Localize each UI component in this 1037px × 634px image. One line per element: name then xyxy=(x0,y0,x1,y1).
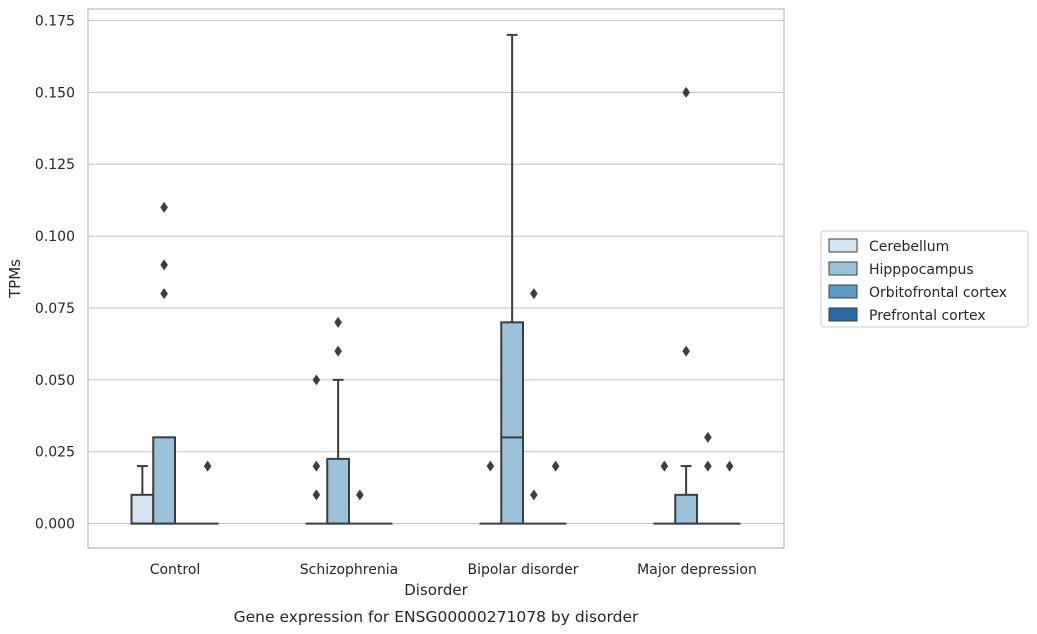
chart-caption: Gene expression for ENSG00000271078 by d… xyxy=(234,608,639,626)
outlier-point xyxy=(160,288,168,300)
outlier-point xyxy=(682,345,690,357)
box xyxy=(523,288,545,525)
legend-swatch xyxy=(828,238,858,253)
x-tick-label: Major depression xyxy=(637,562,757,578)
outlier-point xyxy=(160,201,168,213)
outlier-point xyxy=(530,489,538,501)
outlier-point xyxy=(551,460,560,472)
y-tick-label: 0.050 xyxy=(35,373,75,389)
legend-entry: Orbitofrontal cortex xyxy=(869,285,1007,301)
outlier-point xyxy=(704,431,712,443)
box xyxy=(674,86,698,525)
plot-frame xyxy=(87,8,785,549)
x-axis-label: Disorder xyxy=(404,581,468,599)
y-tick-label: 0.125 xyxy=(35,157,75,173)
box xyxy=(479,460,502,525)
box-body xyxy=(326,457,350,525)
legend: Cerebellum Hipppocampus Orbitofrontal cort… xyxy=(820,230,1029,328)
outlier-point xyxy=(312,460,321,472)
box xyxy=(196,460,219,525)
legend-swatch xyxy=(828,307,858,322)
box xyxy=(326,316,350,525)
box xyxy=(500,33,524,525)
legend-swatch xyxy=(828,284,858,299)
box xyxy=(653,460,676,525)
y-tick-label: 0.150 xyxy=(35,85,75,101)
box xyxy=(305,374,328,525)
outlier-point xyxy=(203,460,212,472)
box-body xyxy=(674,493,698,525)
box xyxy=(130,465,155,525)
outlier-point xyxy=(725,460,734,472)
outlier-point xyxy=(704,460,712,472)
y-tick-labels: 0.000 0.025 0.050 0.075 0.100 0.125 0.150 0.175 xyxy=(35,13,75,532)
grid-layer xyxy=(88,19,784,525)
y-tick-label: 0.075 xyxy=(35,301,75,317)
y-tick-label: 0.175 xyxy=(35,13,75,29)
legend-entry: Prefrontal cortex xyxy=(869,308,986,324)
box-layer xyxy=(130,33,741,525)
box xyxy=(152,201,176,525)
outlier-point xyxy=(160,259,168,271)
box xyxy=(349,489,371,525)
box-body xyxy=(152,436,176,525)
legend-swatch xyxy=(828,261,858,276)
outlier-point xyxy=(682,86,690,98)
outlier-point xyxy=(334,316,342,328)
x-tick-label: Bipolar disorder xyxy=(467,562,578,578)
outlier-point xyxy=(356,489,364,501)
outlier-point xyxy=(486,460,495,472)
x-tick-labels: Control Schizophrenia Bipolar disorder Majo… xyxy=(150,562,757,578)
outlier-point xyxy=(660,460,669,472)
x-tick-label: Schizophrenia xyxy=(300,562,398,578)
outlier-point xyxy=(312,489,321,501)
box-body xyxy=(130,493,155,525)
y-tick-label: 0.000 xyxy=(35,517,75,533)
legend-frame xyxy=(820,230,1029,328)
y-tick-label: 0.100 xyxy=(35,229,75,245)
outlier-point xyxy=(530,288,538,300)
box xyxy=(544,460,567,525)
outlier-point xyxy=(312,374,321,386)
y-axis-label: TPMs xyxy=(6,259,24,299)
box xyxy=(718,460,741,525)
x-tick-label: Control xyxy=(150,562,201,578)
y-tick-label: 0.025 xyxy=(35,445,75,461)
legend-entry: Hipppocampus xyxy=(869,262,974,278)
box xyxy=(697,431,719,525)
box-body xyxy=(500,321,524,525)
legend-entry: Cerebellum xyxy=(869,239,949,255)
outlier-point xyxy=(334,345,342,357)
